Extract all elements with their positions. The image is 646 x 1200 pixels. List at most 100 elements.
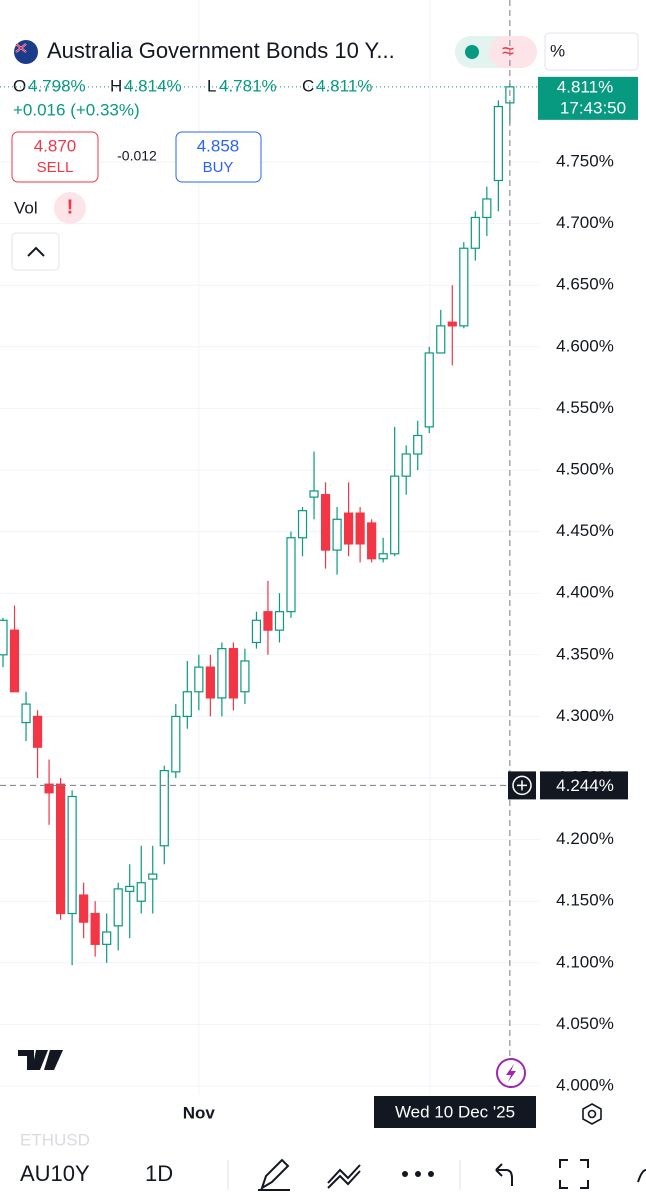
fullscreen-icon[interactable] [559,1159,589,1189]
spread: -0.012 [117,148,157,164]
collapse-button[interactable] [11,232,60,271]
y-tick-label: 4.200% [556,829,614,848]
scale-mode-box[interactable] [544,32,639,71]
more-dot [415,1171,421,1177]
y-tick-label: 4.150% [556,891,614,910]
toggle-right [489,36,537,68]
candle-body [102,931,112,945]
ohlc-key: O [13,76,26,95]
indicator-name[interactable]: Vol [14,198,38,217]
more-dot [428,1171,434,1177]
last-price-box [538,76,638,120]
settings-dot [587,1109,597,1119]
candle-body [436,325,446,354]
candle-body [21,703,31,724]
logo [18,1050,63,1070]
ohlc-value: 4.781% [219,76,277,95]
buy-button[interactable] [175,131,262,183]
settings-icon[interactable] [582,1103,602,1125]
y-tick-label: 4.550% [556,398,614,417]
ghost-symbol: ETHUSD [20,1130,90,1149]
y-tick-label: 4.100% [556,952,614,971]
buy-price[interactable]: 4.858 [197,136,240,155]
y-tick-label: 4.300% [556,706,614,725]
candle-body [470,216,480,249]
crosshair-plus [512,775,532,796]
crosshair-date-box [374,1096,536,1128]
candle-body [44,783,54,794]
candle-body [263,611,273,631]
sell-label[interactable]: SELL [37,159,74,176]
candle-body [447,321,457,327]
candle-body [32,715,43,748]
candle-body [90,912,100,945]
candle-body [286,537,296,613]
y-tick-label: 4.650% [556,275,614,294]
candle-body [217,648,227,699]
buy-label[interactable]: BUY [203,159,234,176]
candle-body [367,522,377,560]
sell-button[interactable] [11,131,99,183]
y-tick-label: 4.400% [556,583,614,602]
sell-price[interactable]: 4.870 [34,136,77,155]
change: +0.016 (+0.33%) [13,100,140,119]
candle-body [332,518,342,551]
draw-icon[interactable] [258,1158,290,1191]
chevron [27,246,45,257]
y-tick-label: 4.450% [556,521,614,540]
y-tick-label: 4.500% [556,459,614,478]
candle-body [125,885,135,892]
symbol-title[interactable]: Australia Government Bonds 10 Y... [47,38,395,63]
wave-icon: ≈ [502,38,514,63]
candle-body [136,882,146,902]
candle-body [182,691,192,718]
candle-body [424,352,434,428]
y-tick-label: 4.050% [556,1014,614,1033]
crosshair-plus-sign [517,780,527,791]
candle-body [113,888,123,927]
candle-body [194,666,204,693]
candle-body [55,783,66,915]
candle-body [79,894,89,923]
scale-mode[interactable]: % [550,41,565,60]
undo-icon[interactable] [495,1163,513,1186]
candle-body [171,715,181,773]
countdown: 17:43:50 [560,98,626,117]
y-tick-label: 4.600% [556,336,614,355]
candle-body [297,510,308,539]
indicators-icon[interactable] [327,1164,361,1189]
candle-body [251,619,262,644]
crosshair-price: 4.244% [556,776,614,795]
crosshair-date: Wed 10 Dec '25 [395,1102,515,1121]
x-tick-label: Nov [183,1103,216,1122]
candle-body [205,666,215,699]
last-price-label: 4.811% [557,77,613,96]
candle-body [493,105,503,182]
candle-body [159,770,169,847]
partial-icon [637,1169,646,1183]
candle-body [240,660,250,693]
candle-body [378,553,388,560]
toolbar-interval[interactable]: 1D [145,1161,173,1186]
candle-body [413,434,423,455]
candle-body [0,619,8,656]
ohlc-key: L [207,76,216,95]
candle-body [401,453,411,477]
candle-body [309,490,319,498]
ohlc-value: 4.811% [316,76,372,95]
candle-body [355,512,365,545]
candle-body [274,611,285,631]
lightning [506,1064,516,1082]
more-dot[interactable] [402,1171,408,1177]
flag-cross-red [15,43,27,53]
toolbar-symbol[interactable]: AU10Y [20,1161,90,1186]
warning-icon[interactable] [54,192,86,224]
candle-body [9,629,20,693]
toolbar [0,1152,646,1200]
ohlc-key: C [302,76,314,95]
y-tick-label: 4.700% [556,213,614,232]
candle-body [344,512,354,545]
